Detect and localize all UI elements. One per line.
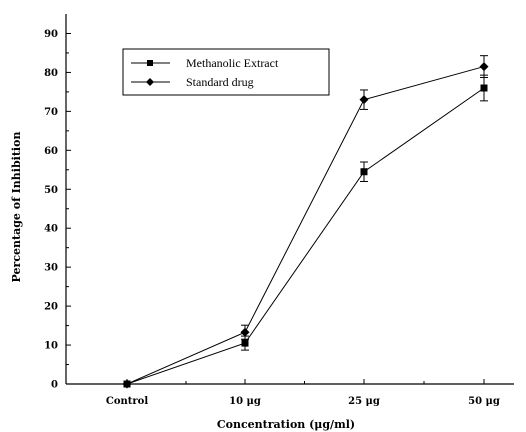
data-point xyxy=(122,379,132,389)
data-point xyxy=(241,339,249,347)
plot-frame xyxy=(65,14,514,385)
y-tick-label: 20 xyxy=(44,302,58,313)
y-tick-label: 60 xyxy=(44,146,58,157)
legend: Methanolic Extract Standard drug xyxy=(122,48,330,96)
series-methanolic-extract xyxy=(123,74,488,388)
y-tick-label: 10 xyxy=(44,341,58,352)
y-tick-label: 90 xyxy=(44,29,58,40)
legend-label-standard: Standard drug xyxy=(186,75,254,89)
series-standard-drug xyxy=(122,55,489,389)
y-tick-label: 50 xyxy=(44,185,58,196)
legend-marker-square xyxy=(147,60,153,66)
y-tick-label: 0 xyxy=(51,380,58,391)
data-point xyxy=(240,327,250,337)
x-tick-label: 50 μg xyxy=(468,396,500,407)
y-axis-title: Percentage of Inhibition xyxy=(10,132,23,283)
y-tick-label: 80 xyxy=(44,68,58,79)
legend-label-methanolic: Methanolic Extract xyxy=(186,56,279,70)
data-point xyxy=(359,95,369,105)
series-layer xyxy=(122,55,489,389)
y-tick-label: 70 xyxy=(44,107,58,118)
series-line xyxy=(126,66,485,385)
series-line xyxy=(126,87,485,385)
y-tick-label: 30 xyxy=(44,263,58,274)
x-tick-label: Control xyxy=(106,396,148,407)
data-point xyxy=(479,62,489,72)
data-point xyxy=(480,84,488,92)
x-tick-label: 25 μg xyxy=(348,396,380,407)
x-axis: Control 10 μg 25 μg 50 μg xyxy=(106,379,500,407)
legend-marker-diamond xyxy=(146,78,154,86)
y-tick-label: 40 xyxy=(44,224,58,235)
x-axis-title: Concentration (μg/ml) xyxy=(217,418,355,431)
x-tick-label: 10 μg xyxy=(229,396,261,407)
data-point xyxy=(360,168,368,176)
y-axis: 0 10 20 30 40 50 60 70 80 90 xyxy=(44,29,71,391)
legend-box xyxy=(122,48,330,96)
